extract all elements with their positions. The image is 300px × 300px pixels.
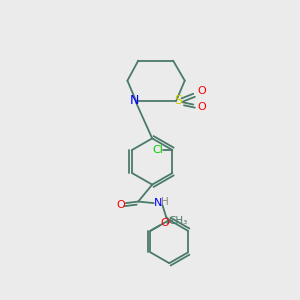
Text: O: O xyxy=(116,200,125,210)
Text: O: O xyxy=(197,102,206,112)
Text: N: N xyxy=(130,94,139,107)
Text: O: O xyxy=(160,218,169,228)
Text: N: N xyxy=(154,198,163,208)
Text: CH₃: CH₃ xyxy=(169,216,188,226)
Text: O: O xyxy=(197,86,206,96)
Text: Cl: Cl xyxy=(152,145,163,155)
Text: S: S xyxy=(174,94,182,107)
Text: H: H xyxy=(161,197,169,207)
